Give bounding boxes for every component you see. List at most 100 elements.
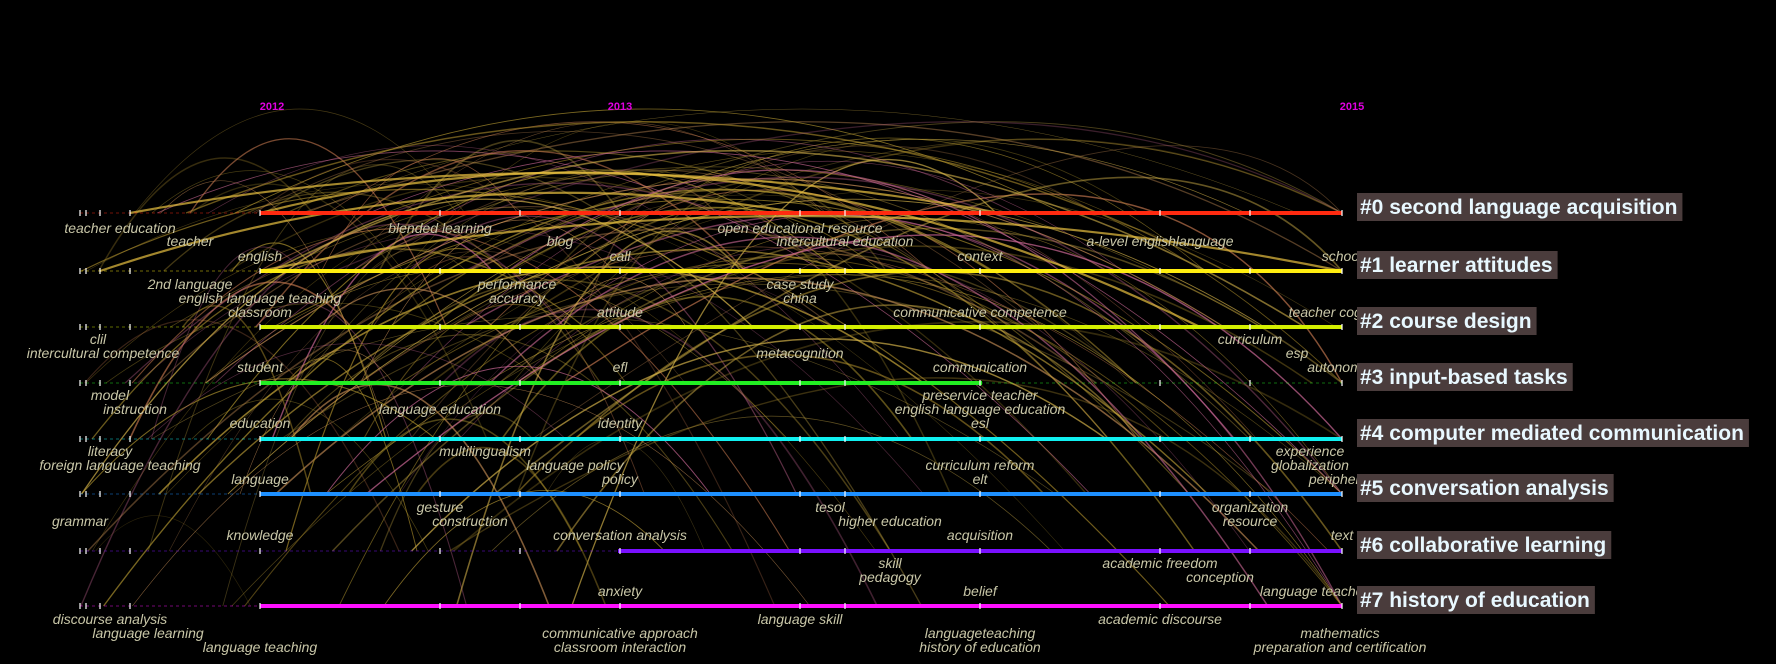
citation-arc — [572, 137, 1206, 272]
year-labels: 2012 2013 2015 — [260, 101, 1364, 113]
citation-arc — [399, 274, 828, 495]
keyword-2nd-language: 2nd language — [147, 276, 233, 292]
citation-arc — [455, 230, 742, 607]
keyword-model: model — [91, 387, 130, 403]
citation-arc — [157, 150, 1091, 495]
citation-arc — [147, 164, 458, 552]
keyword-teacher: teacher — [167, 233, 215, 249]
keyword-esl: esl — [971, 415, 990, 431]
citation-arc — [290, 383, 550, 607]
keyword-preservice-teacher: preservice teacher — [921, 387, 1039, 403]
citation-arc — [411, 338, 1107, 552]
citation-arc — [157, 205, 834, 384]
keyword-curriculum-reform: curriculum reform — [926, 457, 1035, 473]
keyword-china: china — [783, 290, 817, 306]
keyword-intercultural-competence: intercultural competence — [27, 345, 180, 361]
keyword-foreign-language-teaching: foreign language teaching — [39, 457, 200, 473]
cluster-label-collaborative-learning[interactable]: #6 collaborative learning — [1357, 531, 1612, 559]
citation-arc — [407, 160, 1124, 384]
citation-arc — [280, 283, 1274, 495]
keyword-case-study: case study — [767, 276, 835, 292]
citation-arc — [399, 262, 1343, 607]
keyword-school: school — [1322, 248, 1363, 264]
keyword-curriculum: curriculum — [1218, 331, 1283, 347]
citation-arc — [501, 295, 913, 440]
year-label-2012: 2012 — [260, 101, 284, 113]
citation-arc — [325, 274, 1343, 607]
citation-arc — [128, 281, 352, 440]
citation-arc — [124, 182, 844, 384]
keyword-classroom: classroom — [228, 304, 292, 320]
cluster-label-box — [1357, 193, 1683, 221]
keyword-conversation-analysis: conversation analysis — [553, 527, 687, 543]
cluster-label-course-design[interactable]: #2 course design — [1357, 307, 1537, 335]
citation-arc — [198, 248, 1209, 495]
keyword-teacher-education: teacher education — [64, 220, 176, 236]
keyword-english-language-teaching: english language teaching — [179, 290, 342, 306]
cluster-label-text: #4 computer mediated communication — [1360, 422, 1744, 445]
cluster-label-text: #5 conversation analysis — [1360, 477, 1609, 500]
citation-arc — [259, 214, 1343, 273]
keyword-elt: elt — [973, 471, 989, 487]
year-label-2015: 2015 — [1340, 101, 1364, 113]
citation-arc — [334, 121, 1343, 272]
citation-arc — [84, 319, 400, 552]
keyword-blended-learning: blended learning — [388, 220, 492, 236]
keyword-preparation-and-certification: preparation and certification — [1253, 639, 1427, 655]
cluster-label-conversation-analysis[interactable]: #5 conversation analysis — [1357, 474, 1614, 502]
keyword-acquisition: acquisition — [947, 527, 1013, 543]
keyword-language-learning: language learning — [92, 625, 204, 641]
citation-arc — [222, 248, 467, 607]
cluster-label-computer-mediated-communication[interactable]: #4 computer mediated communication — [1357, 419, 1749, 447]
citation-arc — [356, 138, 1343, 384]
citation-arc — [545, 438, 705, 552]
keyword-identity: identity — [598, 415, 643, 431]
cluster-label-second-language-acquisition[interactable]: #0 second language acquisition — [1357, 193, 1683, 221]
citation-arc — [151, 316, 1056, 495]
citation-arc — [251, 130, 1040, 328]
cluster-label-history-of-education[interactable]: #7 history of education — [1357, 586, 1595, 614]
citation-arc — [368, 150, 1343, 495]
cluster-label-text: #6 collaborative learning — [1360, 534, 1606, 557]
cluster-label-learner-attitudes[interactable]: #1 learner attitudes — [1357, 251, 1558, 279]
citation-arc — [134, 108, 466, 214]
citation-arc — [511, 138, 1140, 384]
citation-arc — [255, 149, 746, 328]
citation-arc — [515, 354, 1045, 495]
cluster-labels: #0 second language acquisition #1 learner… — [1357, 193, 1749, 614]
citation-arc — [170, 166, 1262, 328]
citation-arc — [477, 169, 1258, 440]
year-label-2013: 2013 — [608, 101, 632, 113]
cluster-label-text: #7 history of education — [1360, 589, 1590, 612]
citation-arcs — [80, 108, 1343, 607]
keyword-higher-education: higher education — [838, 513, 942, 529]
cluster-label-box — [1357, 531, 1612, 559]
keyword-gesture: gesture — [417, 499, 464, 515]
citation-arc — [284, 334, 733, 552]
citation-arc — [168, 251, 686, 552]
keyword-language-skill: language skill — [758, 611, 844, 627]
cluster-label-box — [1357, 251, 1558, 279]
citation-arc — [182, 305, 312, 495]
citation-arc — [464, 176, 1343, 495]
citation-arc — [301, 121, 1343, 272]
keyword-periphery: periphery — [1308, 471, 1368, 487]
keyword-mathematics: mathematics — [1300, 625, 1379, 641]
citation-arc — [498, 253, 1139, 384]
keyword-communicative-approach: communicative approach — [542, 625, 698, 641]
keyword-classroom-interaction: classroom interaction — [554, 639, 686, 655]
keyword-esp: esp — [1286, 345, 1309, 361]
citation-arc — [444, 121, 1343, 272]
cluster-label-input-based-tasks[interactable]: #3 input-based tasks — [1357, 363, 1573, 391]
keyword-multilingualism: multilingualism — [439, 443, 531, 459]
keyword-english-language-education: english language education — [895, 401, 1066, 417]
keyword-text: text — [1331, 527, 1355, 543]
citation-arc — [571, 159, 997, 607]
keyword-accuracy: accuracy — [489, 290, 546, 306]
citation-arc — [86, 183, 1065, 552]
keyword-call: call — [609, 248, 631, 264]
citation-arc — [87, 227, 1097, 552]
citation-arc — [574, 270, 1343, 552]
keyword-context: context — [957, 248, 1003, 264]
citation-arc — [231, 274, 1343, 607]
